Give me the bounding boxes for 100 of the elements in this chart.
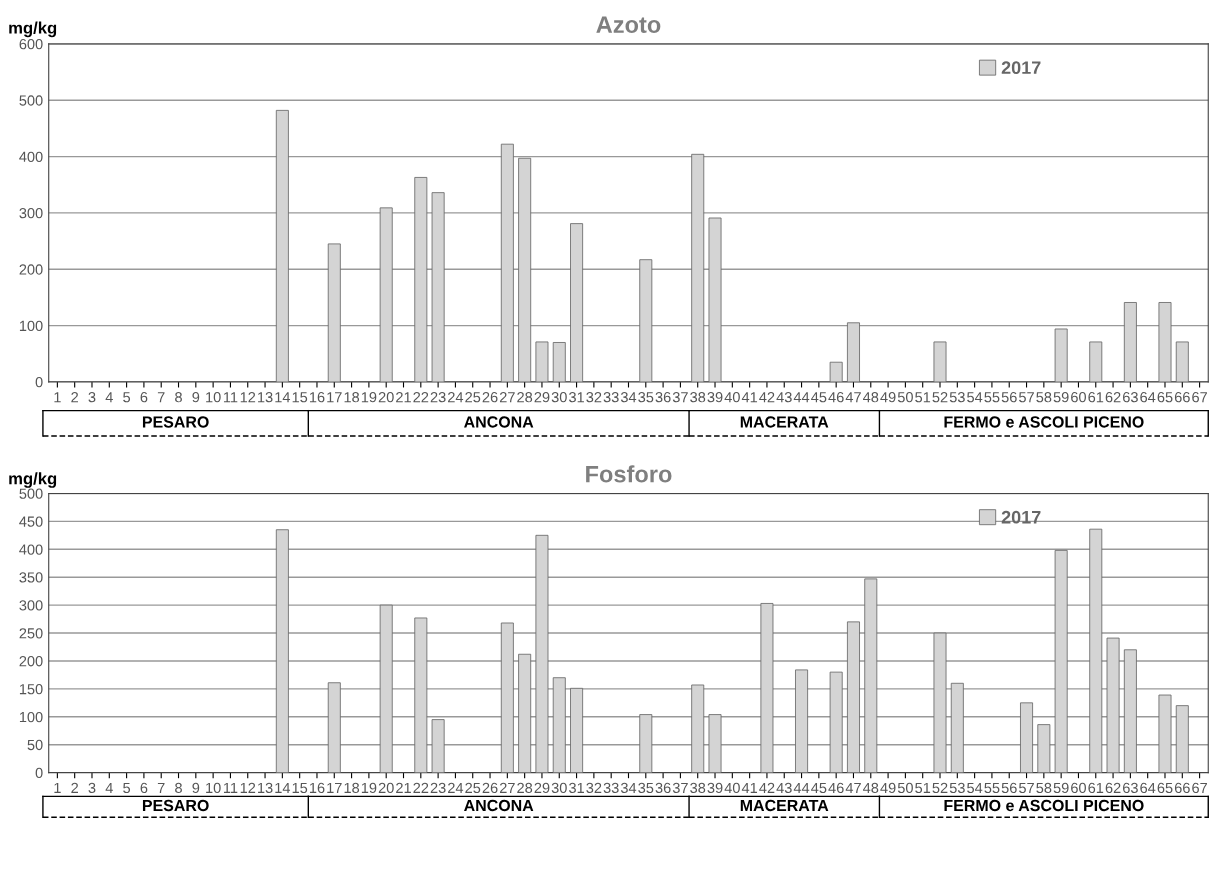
x-tick-label: 23 [430, 392, 446, 403]
x-tick-label: 3 [88, 782, 96, 794]
x-tick-label: 29 [534, 392, 550, 403]
x-tick-label: 62 [1105, 782, 1121, 794]
text: ANCONA [464, 416, 534, 428]
x-tick-label: 21 [396, 782, 411, 793]
bar [518, 157, 532, 382]
x-tick-label: 8 [175, 392, 182, 403]
x-tick-label: 60 [1071, 392, 1086, 403]
x-tick-label: 46 [828, 392, 844, 403]
x-tick-label: 28 [517, 392, 533, 403]
bar [379, 604, 393, 773]
x-tick-label: 42 [759, 392, 775, 403]
x-tick-label: 47 [845, 782, 861, 793]
x-tick-label: 63 [1123, 392, 1138, 403]
x-tick-label: 31 [569, 392, 584, 403]
bar [639, 714, 653, 773]
x-tick-label: 32 [586, 782, 602, 794]
x-tick-label: 59 [1053, 782, 1069, 794]
text: MACERATA [740, 416, 829, 428]
y-tick-label: 200 [19, 264, 43, 275]
y-tick-label: 100 [19, 711, 43, 723]
text: ANCONA [464, 799, 534, 812]
text: FERMO e ASCOLI PICENO [944, 799, 1144, 812]
x-tick-label: 51 [915, 392, 931, 403]
bar [708, 714, 722, 773]
x-tick-label: 19 [361, 392, 377, 403]
x-tick-label: 28 [517, 782, 533, 794]
x-tick-label: 22 [413, 782, 429, 793]
y-tick-label: 400 [19, 151, 43, 162]
legend-label: 2017 [1001, 510, 1041, 524]
text: PESARO [142, 416, 209, 428]
x-tick-label: 60 [1071, 782, 1086, 794]
x-tick-label: 6 [140, 392, 148, 403]
bar [1175, 341, 1189, 382]
x-tick-label: 30 [551, 782, 567, 794]
x-tick-label: 58 [1036, 782, 1052, 794]
x-tick-label: 37 [672, 782, 688, 794]
x-tick-label: 25 [465, 782, 481, 794]
y-tick-label: 50 [27, 739, 43, 751]
x-tick-label: 67 [1192, 782, 1207, 794]
x-tick-label: 34 [620, 392, 637, 403]
bar [691, 153, 705, 382]
bar [1175, 705, 1189, 773]
x-tick-label: 26 [482, 782, 498, 794]
x-tick-label: 47 [845, 392, 861, 403]
x-tick-label: 18 [344, 392, 360, 403]
x-tick-label: 26 [482, 392, 498, 403]
x-tick-label: 65 [1157, 392, 1173, 403]
x-tick-label: 50 [897, 392, 913, 403]
bar [414, 177, 428, 382]
y-tick-label: 0 [35, 767, 43, 779]
x-tick-label: 48 [863, 392, 879, 403]
x-tick-label: 66 [1174, 782, 1190, 794]
x-tick-label: 7 [157, 782, 165, 793]
y-tick-label: 100 [19, 320, 43, 332]
x-tick-label: 4 [105, 782, 113, 793]
x-tick-label: 39 [707, 392, 723, 403]
x-tick-label: 63 [1123, 782, 1138, 794]
x-tick-label: 57 [1019, 782, 1034, 794]
x-tick-label: 20 [378, 782, 394, 794]
bar [1037, 724, 1051, 773]
bar [639, 259, 653, 382]
x-tick-label: 33 [603, 392, 619, 403]
y-tick-label: 300 [19, 208, 43, 219]
x-tick-label: 22 [413, 392, 429, 403]
x-tick-label: 35 [638, 782, 654, 794]
x-tick-label: 13 [258, 782, 273, 794]
bar [552, 342, 566, 382]
x-tick-label: 56 [1001, 782, 1017, 794]
x-tick-label: 51 [915, 782, 931, 794]
x-tick-label: 9 [192, 392, 200, 403]
bar [1106, 637, 1120, 773]
x-tick-label: 7 [157, 392, 165, 403]
y-tick-label: 500 [19, 488, 43, 499]
x-tick-label: 25 [465, 392, 481, 403]
bar [327, 682, 341, 773]
bar [500, 622, 514, 773]
bar [570, 687, 584, 773]
x-tick-label: 49 [880, 392, 896, 403]
x-tick-label: 62 [1105, 392, 1121, 403]
y-tick-label: 500 [19, 95, 43, 106]
bar [1054, 549, 1068, 773]
x-tick-label: 36 [655, 782, 671, 794]
x-tick-label: 64 [1140, 782, 1156, 794]
x-tick-label: 52 [932, 392, 948, 403]
y-tick-label: 300 [19, 600, 43, 611]
text: MACERATA [740, 799, 829, 812]
bar [847, 322, 860, 382]
bar [552, 677, 566, 773]
bar [760, 603, 774, 773]
x-tick-label: 29 [534, 782, 550, 794]
bar [1054, 328, 1068, 382]
x-tick-label: 40 [724, 782, 740, 794]
bar [431, 719, 445, 773]
x-tick-label: 53 [949, 782, 965, 794]
x-tick-label: 41 [741, 392, 758, 403]
x-tick-label: 46 [828, 782, 844, 794]
x-tick-label: 38 [690, 782, 706, 794]
bar [275, 529, 289, 773]
